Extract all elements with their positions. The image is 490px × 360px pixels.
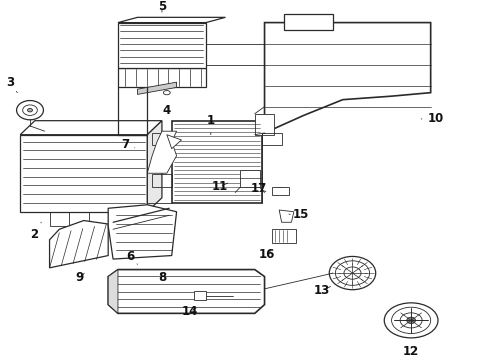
Polygon shape (147, 131, 176, 173)
Polygon shape (147, 121, 162, 212)
Text: 12: 12 (403, 345, 419, 358)
Polygon shape (118, 17, 225, 23)
Ellipse shape (407, 317, 416, 324)
Polygon shape (167, 135, 181, 149)
Polygon shape (108, 205, 176, 259)
Text: 11: 11 (212, 180, 228, 193)
Bar (272, 229, 296, 243)
Bar (172, 121, 262, 203)
Polygon shape (265, 23, 431, 133)
Polygon shape (118, 23, 206, 68)
Text: 15: 15 (289, 208, 309, 221)
Polygon shape (279, 210, 294, 222)
Polygon shape (138, 82, 176, 94)
Polygon shape (108, 270, 265, 313)
Polygon shape (20, 135, 147, 212)
Text: 4: 4 (163, 104, 171, 117)
Polygon shape (194, 291, 206, 300)
Polygon shape (272, 186, 289, 195)
Polygon shape (255, 114, 274, 135)
Text: 3: 3 (6, 76, 17, 93)
Text: 5: 5 (158, 0, 166, 13)
Text: 16: 16 (259, 248, 275, 261)
Text: 1: 1 (207, 114, 215, 135)
Text: 13: 13 (314, 284, 330, 297)
Text: 10: 10 (421, 112, 443, 125)
Polygon shape (118, 68, 206, 87)
Polygon shape (284, 14, 333, 30)
Polygon shape (20, 121, 162, 135)
Ellipse shape (27, 108, 32, 112)
Polygon shape (240, 170, 260, 187)
Text: 17: 17 (250, 183, 267, 195)
Polygon shape (108, 270, 118, 313)
Text: 7: 7 (121, 138, 135, 151)
Polygon shape (49, 221, 108, 268)
Text: 2: 2 (30, 222, 41, 241)
Text: 6: 6 (126, 250, 138, 264)
Text: 9: 9 (76, 271, 84, 284)
Text: 8: 8 (158, 271, 166, 284)
Text: 14: 14 (182, 305, 198, 318)
